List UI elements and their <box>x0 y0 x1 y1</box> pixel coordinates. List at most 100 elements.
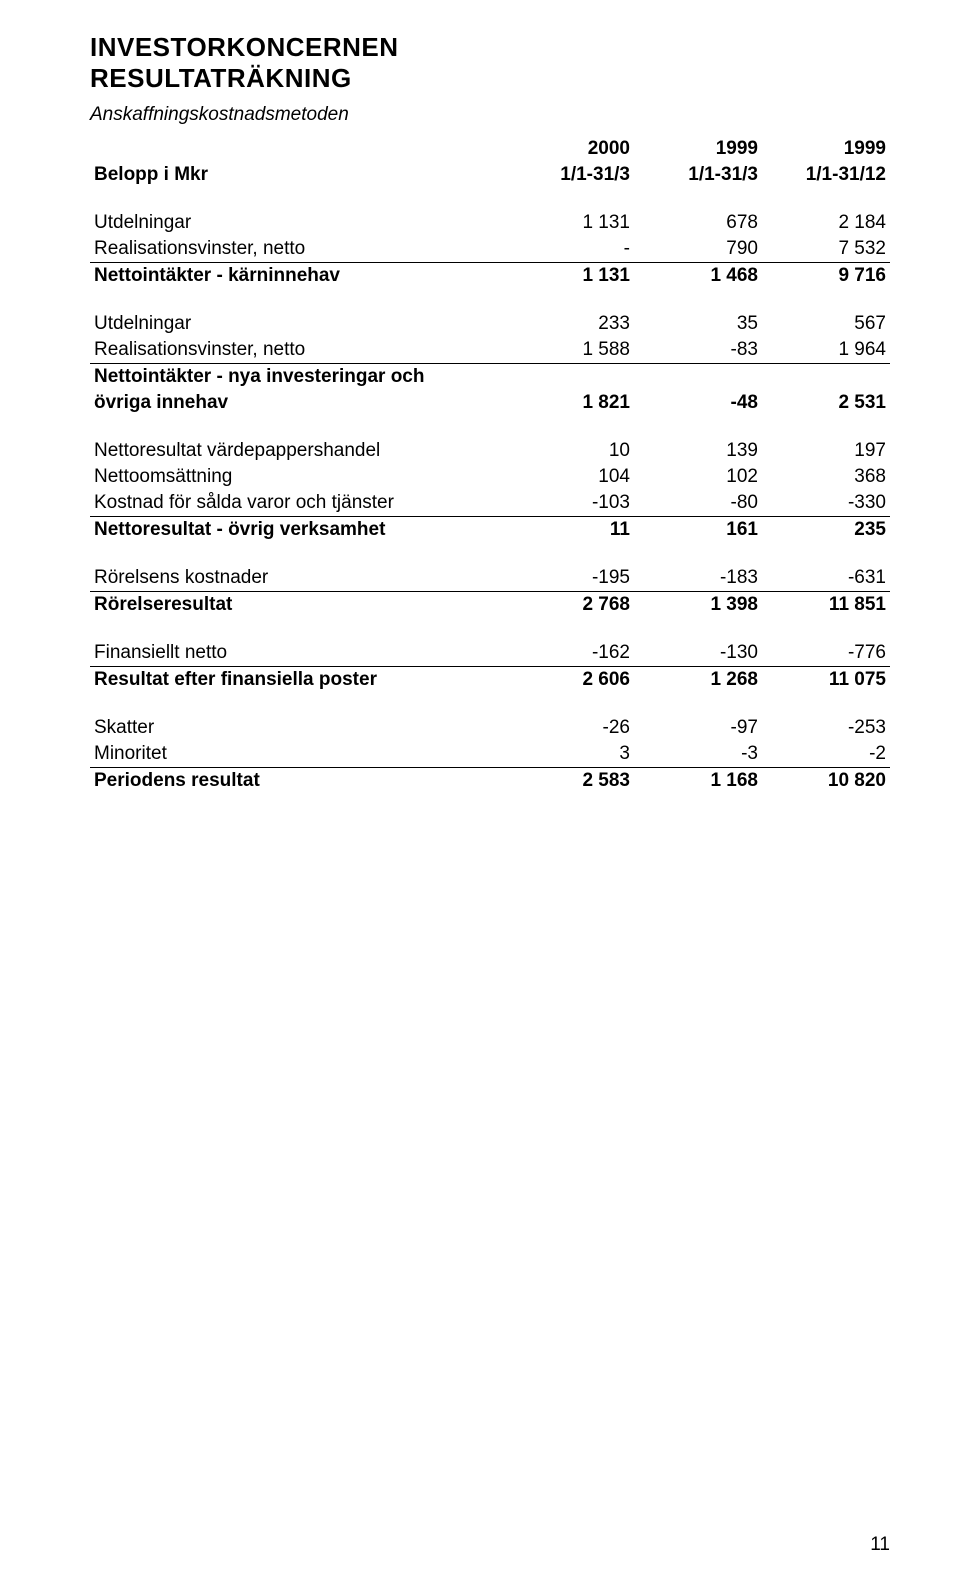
title-line-1: INVESTORKONCERNEN <box>90 32 890 63</box>
row-val: -330 <box>762 490 890 517</box>
row-val: 10 <box>506 438 634 464</box>
table-row-subtotal-line2: övriga innehav 1 821 -48 2 531 <box>90 390 890 416</box>
row-val: 368 <box>762 464 890 490</box>
row-label: Utdelningar <box>90 210 506 236</box>
row-val: 1 131 <box>506 210 634 236</box>
row-val: 197 <box>762 438 890 464</box>
table-row: Nettoomsättning 104 102 368 <box>90 464 890 490</box>
row-val: 1 398 <box>634 592 762 619</box>
row-val: 2 606 <box>506 667 634 694</box>
row-val: 1 168 <box>634 768 762 795</box>
row-val: 139 <box>634 438 762 464</box>
subtitle: Anskaffningskostnadsmetoden <box>90 104 890 126</box>
header-empty <box>90 136 506 162</box>
row-val <box>634 364 762 391</box>
row-val: -48 <box>634 390 762 416</box>
row-label: Nettointäkter - kärninnehav <box>90 263 506 290</box>
page-number: 11 <box>870 1534 890 1556</box>
table-row: Utdelningar 233 35 567 <box>90 311 890 337</box>
row-val: -80 <box>634 490 762 517</box>
row-val: 104 <box>506 464 634 490</box>
row-label: Kostnad för sålda varor och tjänster <box>90 490 506 517</box>
row-val: 2 184 <box>762 210 890 236</box>
row-label: övriga innehav <box>90 390 506 416</box>
row-label: Utdelningar <box>90 311 506 337</box>
row-val: -130 <box>634 640 762 667</box>
row-val <box>762 364 890 391</box>
row-val: 1 821 <box>506 390 634 416</box>
row-val: 1 268 <box>634 667 762 694</box>
row-val: 10 820 <box>762 768 890 795</box>
table-row: Rörelsens kostnader -195 -183 -631 <box>90 565 890 592</box>
header-year-2: 1999 <box>634 136 762 162</box>
row-val: 2 583 <box>506 768 634 795</box>
row-val: 3 <box>506 741 634 768</box>
table-row: Utdelningar 1 131 678 2 184 <box>90 210 890 236</box>
row-label: Minoritet <box>90 741 506 768</box>
row-val: 9 716 <box>762 263 890 290</box>
row-label: Nettointäkter - nya investeringar och <box>90 364 506 391</box>
table-row: Kostnad för sålda varor och tjänster -10… <box>90 490 890 517</box>
row-val: 2 531 <box>762 390 890 416</box>
row-label: Nettoresultat värdepappershandel <box>90 438 506 464</box>
row-label: Skatter <box>90 715 506 741</box>
row-val: 1 131 <box>506 263 634 290</box>
header-row-years: 2000 1999 1999 <box>90 136 890 162</box>
row-val: 11 851 <box>762 592 890 619</box>
table-row-total: Periodens resultat 2 583 1 168 10 820 <box>90 768 890 795</box>
header-year-3: 1999 <box>762 136 890 162</box>
table-row: Realisationsvinster, netto 1 588 -83 1 9… <box>90 337 890 364</box>
header-row-periods: Belopp i Mkr 1/1-31/3 1/1-31/3 1/1-31/12 <box>90 162 890 188</box>
table-row: Realisationsvinster, netto - 790 7 532 <box>90 236 890 263</box>
row-val: -183 <box>634 565 762 592</box>
row-val: 11 075 <box>762 667 890 694</box>
row-val: 102 <box>634 464 762 490</box>
row-label: Realisationsvinster, netto <box>90 337 506 364</box>
header-period-3: 1/1-31/12 <box>762 162 890 188</box>
row-val: 1 468 <box>634 263 762 290</box>
row-val: -776 <box>762 640 890 667</box>
row-val: -26 <box>506 715 634 741</box>
row-label: Nettoomsättning <box>90 464 506 490</box>
row-val: 7 532 <box>762 236 890 263</box>
header-label: Belopp i Mkr <box>90 162 506 188</box>
row-label: Finansiellt netto <box>90 640 506 667</box>
title-block: INVESTORKONCERNEN RESULTATRÄKNING Anskaf… <box>90 32 890 126</box>
row-val: 1 964 <box>762 337 890 364</box>
table-row-subtotal: Rörelseresultat 2 768 1 398 11 851 <box>90 592 890 619</box>
row-val: -83 <box>634 337 762 364</box>
row-label: Realisationsvinster, netto <box>90 236 506 263</box>
row-val: - <box>506 236 634 263</box>
header-year-1: 2000 <box>506 136 634 162</box>
title-line-2: RESULTATRÄKNING <box>90 63 890 94</box>
table-row-subtotal: Resultat efter finansiella poster 2 606 … <box>90 667 890 694</box>
table-row: Minoritet 3 -3 -2 <box>90 741 890 768</box>
row-label: Rörelseresultat <box>90 592 506 619</box>
row-val: -3 <box>634 741 762 768</box>
table-row-subtotal-line1: Nettointäkter - nya investeringar och <box>90 364 890 391</box>
row-val: 233 <box>506 311 634 337</box>
row-label: Nettoresultat - övrig verksamhet <box>90 517 506 544</box>
row-val: 161 <box>634 517 762 544</box>
table-row: Nettoresultat värdepappershandel 10 139 … <box>90 438 890 464</box>
table-row: Finansiellt netto -162 -130 -776 <box>90 640 890 667</box>
row-val: 567 <box>762 311 890 337</box>
header-period-1: 1/1-31/3 <box>506 162 634 188</box>
row-val <box>506 364 634 391</box>
row-val: -631 <box>762 565 890 592</box>
table-row-subtotal: Nettoresultat - övrig verksamhet 11 161 … <box>90 517 890 544</box>
table-row-subtotal: Nettointäkter - kärninnehav 1 131 1 468 … <box>90 263 890 290</box>
header-period-2: 1/1-31/3 <box>634 162 762 188</box>
row-val: 35 <box>634 311 762 337</box>
row-val: -103 <box>506 490 634 517</box>
table-row: Skatter -26 -97 -253 <box>90 715 890 741</box>
row-val: 235 <box>762 517 890 544</box>
row-val: -97 <box>634 715 762 741</box>
row-val: -2 <box>762 741 890 768</box>
row-label: Rörelsens kostnader <box>90 565 506 592</box>
page-container: INVESTORKONCERNEN RESULTATRÄKNING Anskaf… <box>0 0 960 1588</box>
row-val: 11 <box>506 517 634 544</box>
row-val: 1 588 <box>506 337 634 364</box>
row-val: 790 <box>634 236 762 263</box>
row-label: Periodens resultat <box>90 768 506 795</box>
